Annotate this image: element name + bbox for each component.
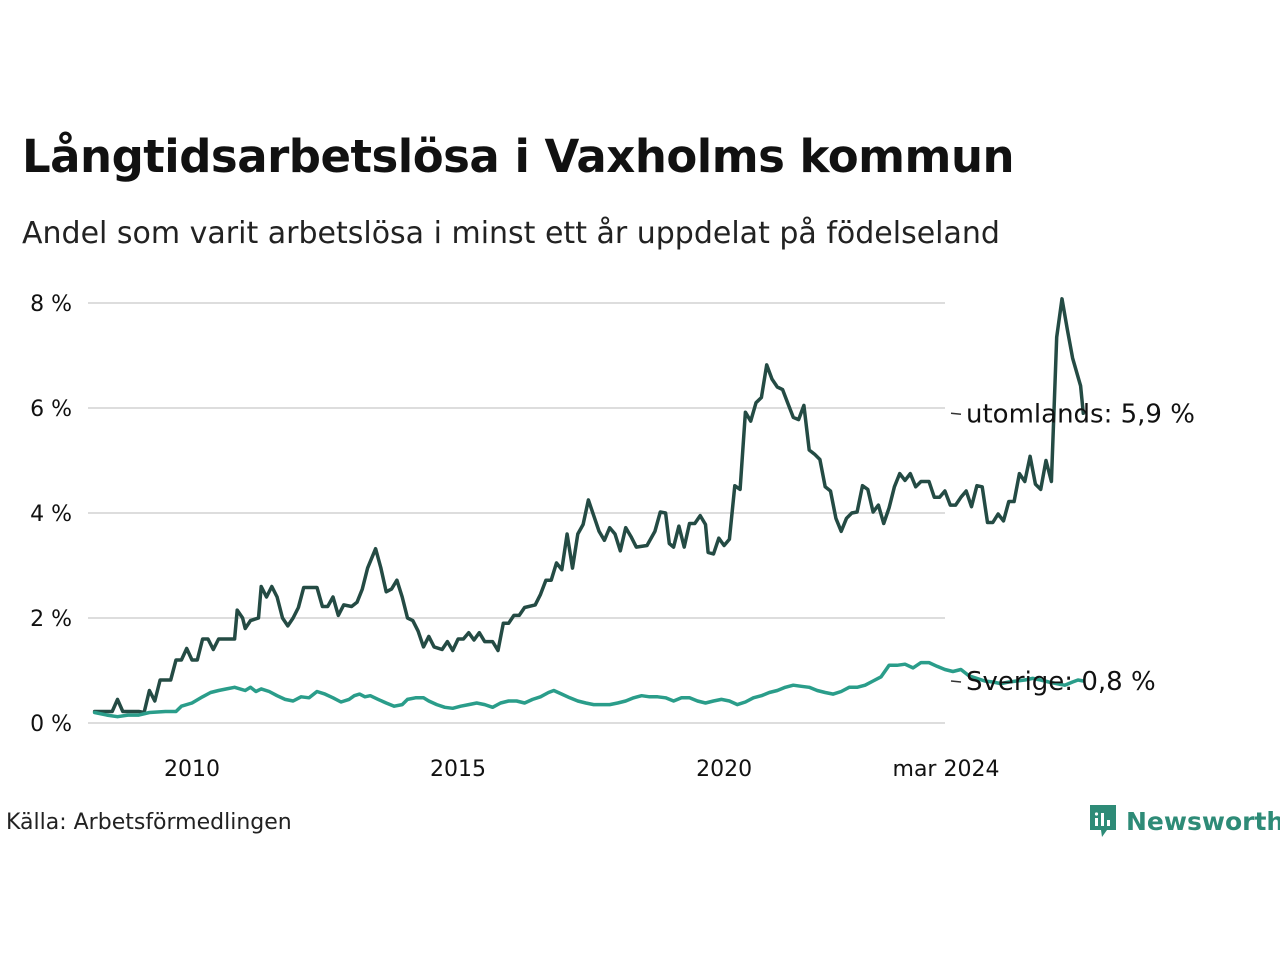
chart-title: Långtidsarbetslösa i Vaxholms kommun — [22, 130, 1015, 183]
brand-logo: Newsworthy — [1088, 803, 1280, 839]
source-note: Källa: Arbetsförmedlingen — [6, 810, 292, 835]
series-end-labels: utomlands: 5,9 % Sverige: 0,8 % — [950, 399, 1195, 697]
series-lines — [92, 297, 1086, 719]
grid-lines — [88, 302, 945, 724]
series-line-sverige — [92, 660, 1086, 719]
end-label-tick — [950, 680, 962, 683]
y-tick-label: 8 % — [30, 292, 72, 317]
x-tick-label: mar 2024 — [893, 757, 1000, 782]
end-label-tick — [950, 412, 962, 415]
y-tick-label: 0 % — [30, 712, 72, 737]
end-label-sverige: Sverige: 0,8 % — [966, 667, 1156, 697]
y-tick-label: 4 % — [30, 502, 72, 527]
y-axis-labels: 0 % 2 % 4 % 6 % 8 % — [30, 292, 72, 737]
y-tick-label: 6 % — [30, 397, 72, 422]
end-label-utomlands: utomlands: 5,9 % — [966, 399, 1195, 429]
y-tick-label: 2 % — [30, 607, 72, 632]
newsworthy-logo-icon — [1090, 805, 1116, 837]
x-tick-label: 2015 — [430, 757, 486, 782]
chart-subtitle: Andel som varit arbetslösa i minst ett å… — [22, 216, 1000, 251]
x-axis-labels: 2010 2015 2020 mar 2024 — [164, 757, 999, 782]
series-line-utomlands — [92, 297, 1086, 715]
x-tick-label: 2010 — [164, 757, 220, 782]
x-tick-label: 2020 — [696, 757, 752, 782]
brand-name: Newsworthy — [1126, 806, 1280, 836]
